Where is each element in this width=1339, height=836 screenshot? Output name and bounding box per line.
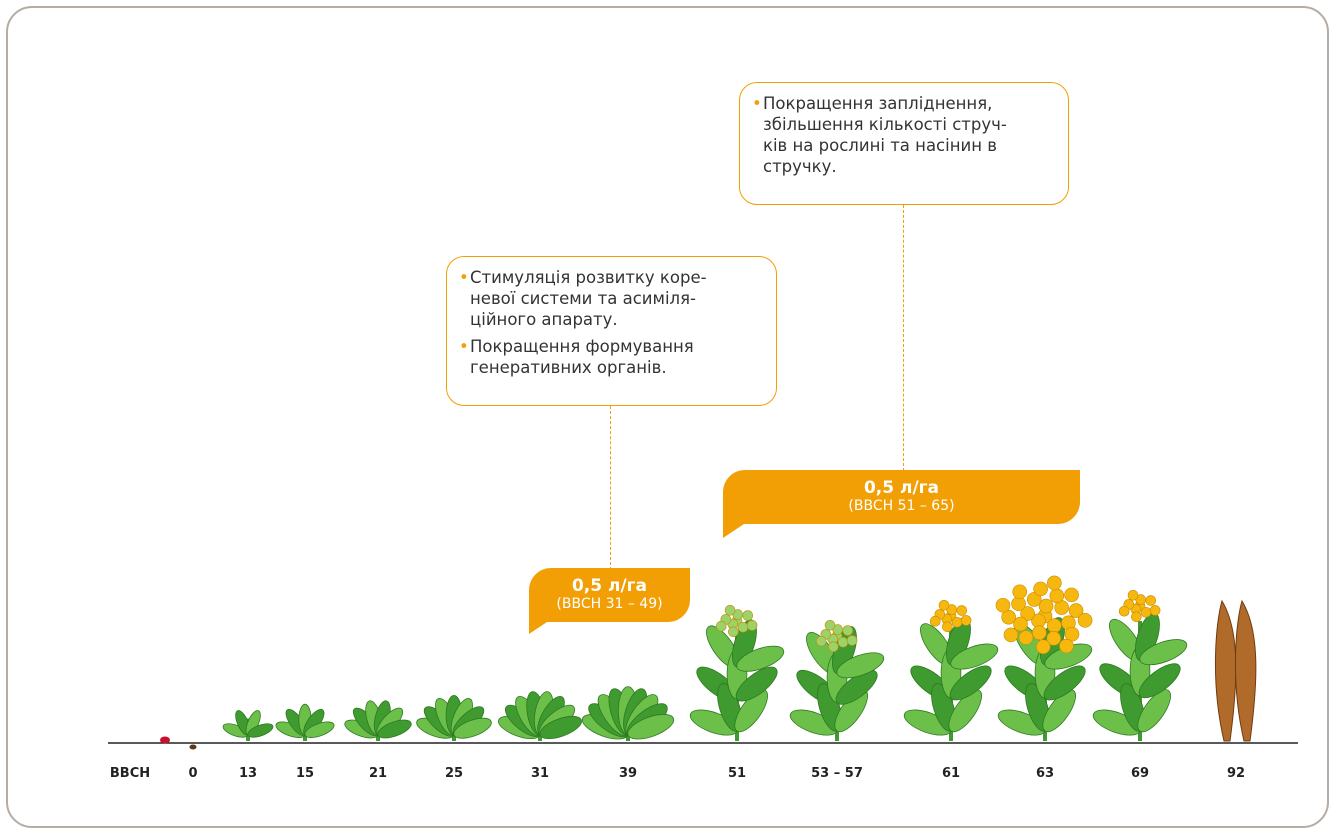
flower (996, 598, 1010, 612)
dose-range: (BBCH 31 – 49) (529, 596, 690, 612)
flower (1119, 606, 1129, 616)
callout-line: генеративних органів. (470, 357, 762, 378)
stage-label: 63 (1036, 766, 1054, 781)
flower (1036, 640, 1050, 654)
dose-rate: 0,5 л/га (723, 478, 1080, 498)
flower (1078, 613, 1092, 627)
callout-line: Покращення формування (470, 336, 762, 357)
stage-label: 51 (728, 766, 746, 781)
flower (828, 642, 838, 652)
flower (716, 621, 726, 631)
flower (1050, 589, 1064, 603)
callout-line: Покращення запліднення, (763, 93, 1054, 114)
connector (903, 205, 904, 471)
seed (190, 745, 197, 750)
flower (738, 622, 748, 632)
flower (1141, 607, 1151, 617)
callout: Стимуляція розвитку коре-невої системи т… (446, 256, 777, 406)
flower (747, 620, 757, 630)
callout-line: ційного апарату. (470, 309, 762, 330)
stage-label: 39 (619, 766, 637, 781)
flower (847, 635, 857, 645)
stage-label: 31 (531, 766, 549, 781)
flower (725, 605, 735, 615)
flower (939, 600, 949, 610)
flower (743, 611, 753, 621)
flower (1131, 612, 1141, 622)
flower (961, 615, 971, 625)
flower (1013, 585, 1027, 599)
stage-label: 69 (1131, 766, 1149, 781)
flower (942, 622, 952, 632)
flower (1047, 619, 1061, 633)
dose-range: (BBCH 51 – 65) (723, 498, 1080, 514)
callout-line: невої системи та асиміля- (470, 288, 762, 309)
flower (952, 617, 962, 627)
flower (1032, 626, 1046, 640)
flower (1128, 590, 1138, 600)
stage-label: 15 (296, 766, 314, 781)
flower (843, 626, 853, 636)
flower (1059, 639, 1073, 653)
callout: Покращення запліднення,збільшення кілько… (739, 82, 1069, 205)
pod (1235, 601, 1255, 741)
flower (838, 637, 848, 647)
flower (1150, 605, 1160, 615)
flower (1146, 596, 1156, 606)
stage-label: 0 (188, 766, 197, 781)
stage-label: 21 (369, 766, 387, 781)
callout-line: збільшення кількості струч- (763, 114, 1054, 135)
callout-line: ків на рослині та насінин в (763, 135, 1054, 156)
flower (1004, 628, 1018, 642)
flower (930, 616, 940, 626)
flower (1034, 582, 1048, 596)
flower (825, 620, 835, 630)
scale-label: BBCH (110, 766, 150, 781)
stage-label: 92 (1227, 766, 1245, 781)
flower (1019, 631, 1033, 645)
flower (816, 636, 826, 646)
callout-line: Стимуляція розвитку коре- (470, 267, 762, 288)
connector (610, 406, 611, 570)
callout-item: Стимуляція розвитку коре-невої системи т… (461, 267, 762, 330)
flower (957, 606, 967, 616)
stage-label: 53 – 57 (811, 766, 863, 781)
callout-item: Покращення запліднення,збільшення кілько… (754, 93, 1054, 177)
seed (160, 737, 170, 744)
flower (1065, 588, 1079, 602)
flower (728, 627, 738, 637)
flower (1047, 576, 1061, 590)
stage-label: 25 (445, 766, 463, 781)
dose-badge: 0,5 л/га (BBCH 31 – 49) (529, 568, 690, 622)
stage-label: 13 (239, 766, 257, 781)
callout-line: стручку. (763, 156, 1054, 177)
stage-label: 61 (942, 766, 960, 781)
dose-badge: 0,5 л/га (BBCH 51 – 65) (723, 470, 1080, 524)
pod (1215, 601, 1235, 741)
infographic: BBCH 0 13 15 21 25 31 39 51 53 – 57 61 63 69 92 Стим… (0, 0, 1339, 836)
dose-rate: 0,5 л/га (529, 576, 690, 596)
growth-scale: BBCH 0 13 15 21 25 31 39 51 53 – 57 61 63 69 92 (0, 0, 1339, 836)
